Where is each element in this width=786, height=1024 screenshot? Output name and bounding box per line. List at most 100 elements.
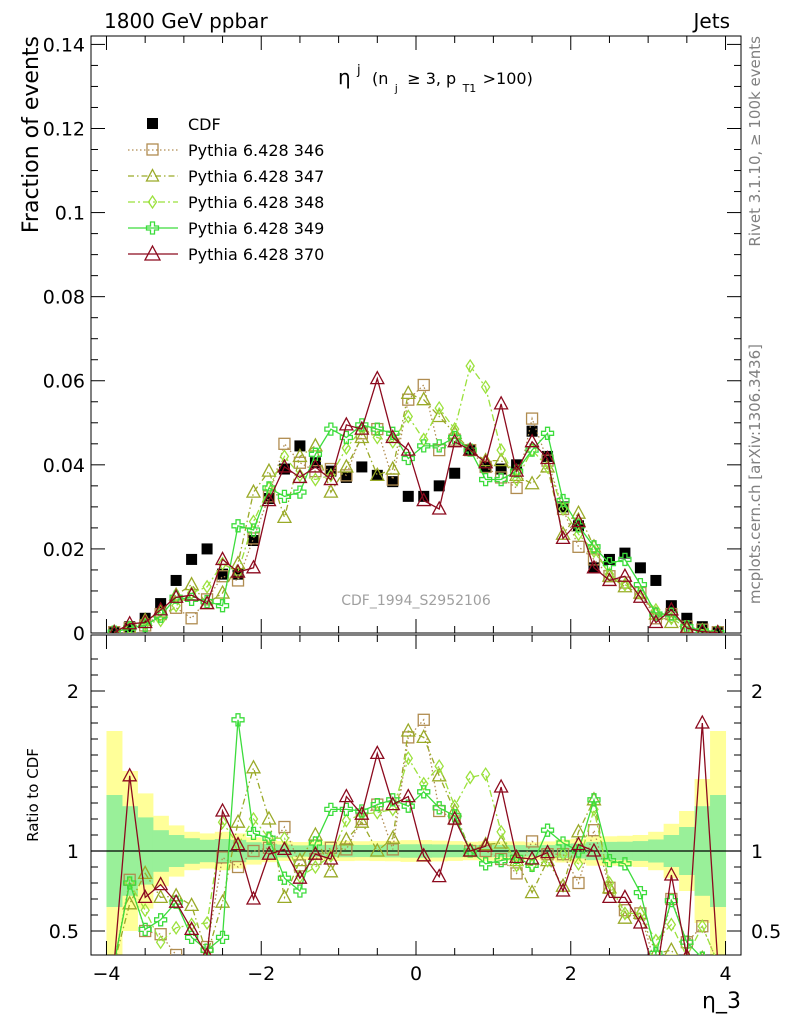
ratio-point-370 <box>632 914 648 929</box>
ratio-point-348 <box>403 751 414 766</box>
data-point-cdf <box>278 463 290 475</box>
data-point-347 <box>261 462 277 477</box>
y-tick-label: 0.02 <box>43 539 85 561</box>
ratio-point-347 <box>416 729 432 744</box>
data-point-347 <box>354 429 370 444</box>
ratio-point-346 <box>572 876 585 890</box>
data-point-370 <box>570 513 587 528</box>
ratio-point-347 <box>664 941 679 955</box>
ratio-point-348 <box>372 805 383 820</box>
ratio-point-346 <box>402 731 415 744</box>
data-point-cdf <box>201 543 213 555</box>
data-point-cdf <box>248 535 259 547</box>
ratio-point-346 <box>525 835 539 848</box>
data-point-370 <box>276 458 293 473</box>
ratio-point-349 <box>262 831 276 845</box>
data-point-cdf <box>712 626 724 633</box>
data-point-cdf <box>526 425 538 437</box>
data-point-347 <box>570 504 587 519</box>
ratio-point-346 <box>262 841 276 854</box>
data-point-370 <box>509 462 525 477</box>
legend-marker-346 <box>146 143 159 156</box>
ratio-point-346 <box>618 904 632 917</box>
ratio-point-348 <box>558 847 568 862</box>
data-point-347 <box>586 538 602 553</box>
ratio-axes: 0.5 0.5 1 1 2 2 −4 −2 0 2 4 <box>49 634 781 985</box>
plot-title-tail: >100) <box>483 69 533 88</box>
ratio-point-347 <box>338 831 354 846</box>
data-point-346 <box>185 612 198 625</box>
legend-label-347: Pythia 6.428 347 <box>188 167 324 186</box>
data-point-348 <box>326 468 336 483</box>
data-point-346 <box>587 553 601 566</box>
data-point-cdf <box>356 461 368 473</box>
ratio-point-370 <box>122 767 138 782</box>
ratio-point-370 <box>202 946 212 955</box>
data-point-346 <box>510 481 523 495</box>
data-point-370 <box>617 567 633 582</box>
ratio-point-347 <box>524 884 540 899</box>
main-axes: 0 0.02 0.04 0.06 0.08 0.1 0.12 0.14 <box>43 34 742 645</box>
data-point-347 <box>369 466 385 481</box>
data-point-347 <box>323 483 339 498</box>
data-point-346 <box>525 412 539 425</box>
data-point-348 <box>372 430 383 445</box>
data-point-347 <box>385 460 401 475</box>
data-point-cdf <box>402 490 414 502</box>
data-point-348 <box>341 440 352 456</box>
legend-marker-347 <box>145 168 160 182</box>
ratio-y-tick-label: 1 <box>67 841 79 863</box>
data-point-370 <box>369 370 385 385</box>
data-point-370 <box>184 586 200 601</box>
ratio-point-370 <box>416 847 432 862</box>
ratio-point-347 <box>261 810 277 825</box>
ratio-point-370 <box>649 972 662 984</box>
data-point-370 <box>122 615 138 630</box>
ratio-point-349 <box>277 871 292 885</box>
data-point-cdf <box>665 600 677 612</box>
ratio-y-tick-label: 2 <box>67 681 79 703</box>
ratio-point-370 <box>478 837 494 852</box>
ratio-point-346 <box>650 961 661 972</box>
ratio-series-370 <box>114 714 718 984</box>
legend-marker-cdf <box>147 118 158 129</box>
ratio-point-349 <box>587 793 601 807</box>
data-point-349 <box>571 519 586 533</box>
ratio-point-370 <box>153 876 169 891</box>
legend-label-346: Pythia 6.428 346 <box>188 141 324 160</box>
ratio-point-348 <box>573 856 584 871</box>
data-point-347 <box>416 391 432 406</box>
data-point-348 <box>465 358 475 374</box>
data-point-370 <box>354 420 370 435</box>
main-panel: 0 0.02 0.04 0.06 0.08 0.1 0.12 0.14 CDF_1994_S2… <box>43 34 742 645</box>
legend-label-370: Pythia 6.428 370 <box>188 245 324 264</box>
ratio-point-370 <box>323 850 339 865</box>
plot-title-middle: ≥ 3, p <box>407 69 456 88</box>
ratio-point-349 <box>153 913 168 927</box>
ratio-point-348 <box>635 906 646 921</box>
data-point-348 <box>620 577 630 592</box>
plot-title-sup: j <box>356 63 361 78</box>
data-point-cdf <box>387 476 399 488</box>
main-series-layer <box>107 358 725 633</box>
data-point-347 <box>184 576 200 591</box>
ratio-point-348 <box>620 906 630 921</box>
ratio-point-347 <box>292 852 308 867</box>
data-point-370 <box>323 471 339 486</box>
data-point-370 <box>292 469 308 484</box>
ratio-point-349 <box>556 836 570 850</box>
ratio-point-347 <box>184 897 200 912</box>
ratio-point-346 <box>247 844 260 858</box>
data-point-349 <box>231 519 245 533</box>
ratio-point-349 <box>324 802 338 817</box>
ratio-point-347 <box>369 842 385 857</box>
data-point-cdf <box>108 626 120 633</box>
ratio-line-370 <box>114 722 718 955</box>
legend-marker-370 <box>143 244 162 261</box>
ratio-point-348 <box>310 859 321 875</box>
header-left: 1800 GeV ppbar <box>104 9 268 33</box>
data-point-cdf <box>681 612 693 624</box>
data-point-348 <box>310 472 321 487</box>
ratio-line-349 <box>115 719 701 955</box>
